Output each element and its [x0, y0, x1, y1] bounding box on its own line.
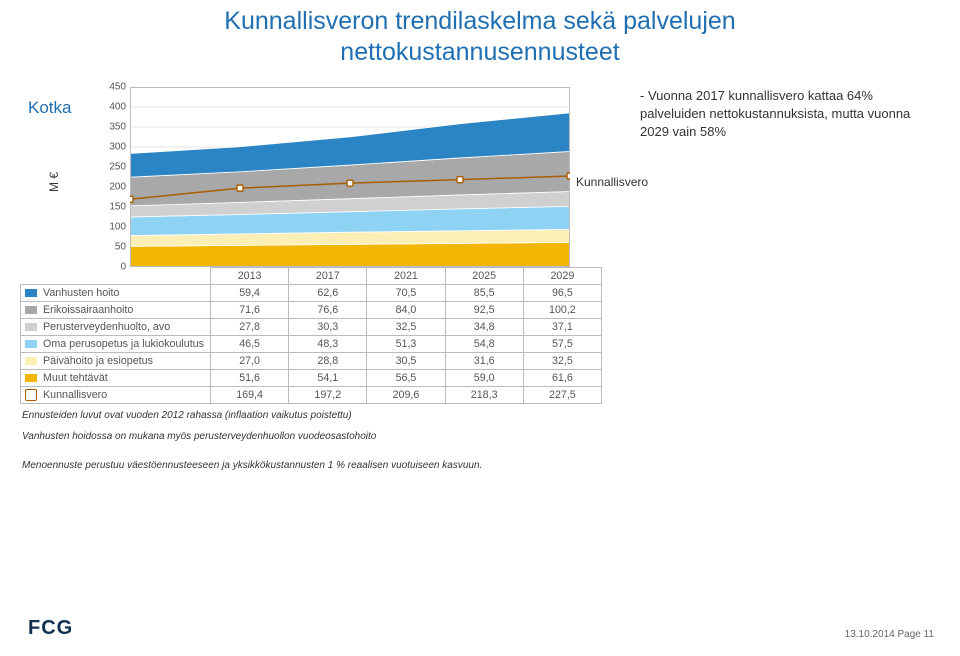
side-note-text: - Vuonna 2017 kunnallisvero kattaa 64% p…	[640, 87, 920, 142]
side-note-panel: - Vuonna 2017 kunnallisvero kattaa 64% p…	[620, 87, 920, 471]
region-label: Kotka	[28, 98, 71, 118]
footer-page-info: 13.10.2014 Page 11	[845, 629, 934, 640]
page-title-line1: Kunnallisveron trendilaskelma sekä palve…	[224, 7, 735, 35]
page-title-line2: nettokustannusennusteet	[340, 38, 619, 66]
stacked-area-chart	[130, 87, 570, 267]
footnote-inflation: Ennusteiden luvut ovat vuoden 2012 rahas…	[22, 410, 620, 421]
chart-and-table-panel: 050100150200250300350400450 Kunnallisver…	[20, 87, 620, 471]
line-series-label: Kunnallisvero	[576, 175, 648, 189]
data-table: 20132017202120252029Vanhusten hoito59,46…	[20, 267, 602, 404]
footnote-meno: Menoennuste perustuu väestöennusteeseen …	[22, 460, 620, 471]
chart-container: 050100150200250300350400450 Kunnallisver…	[130, 87, 620, 267]
y-axis-ticks: 050100150200250300350400450	[96, 87, 126, 267]
logo-text: FCG	[28, 617, 73, 640]
y-axis-label: M €	[47, 172, 61, 192]
footnote-vanhusten: Vanhusten hoidossa on mukana myös perust…	[22, 431, 620, 442]
fcg-logo: FCG	[28, 617, 73, 640]
